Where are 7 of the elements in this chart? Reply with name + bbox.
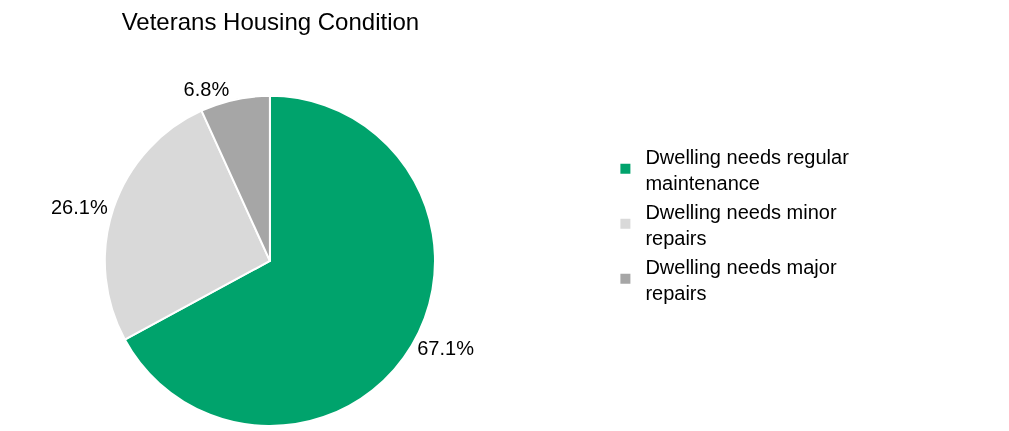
- legend-label: Dwelling needs minor repairs: [645, 200, 837, 249]
- chart-title: Veterans Housing Condition: [121, 7, 420, 35]
- legend-label: Dwelling needs major repairs: [645, 255, 837, 304]
- data-label: 67.1%: [417, 337, 475, 360]
- legend-label: Dwelling needs regular maintenance: [645, 145, 850, 194]
- data-label: 26.1%: [50, 196, 108, 219]
- data-label: 6.8%: [183, 78, 230, 101]
